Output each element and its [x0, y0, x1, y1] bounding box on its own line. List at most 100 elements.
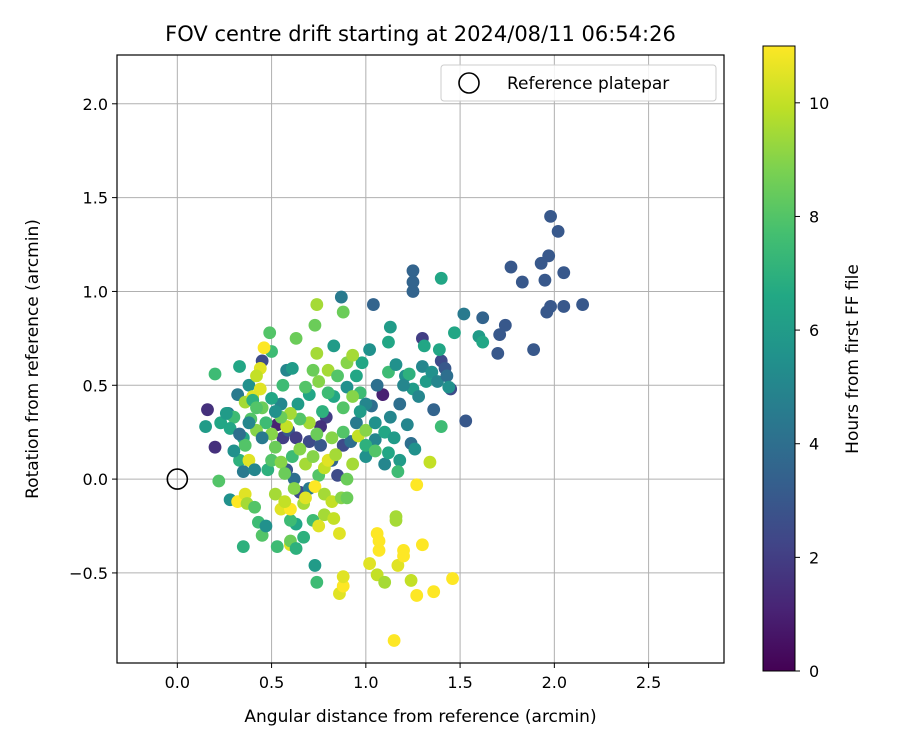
data-point: [406, 275, 420, 289]
x-tick-label: 0.0: [165, 673, 190, 692]
data-point: [431, 375, 444, 388]
data-point: [417, 339, 431, 353]
data-point: [257, 341, 271, 355]
data-point: [289, 542, 303, 555]
colorbar-ticks: 0 2 4 6 8 10: [795, 94, 829, 681]
x-tick-label: 2.0: [542, 673, 567, 692]
data-point: [370, 378, 384, 392]
data-point: [336, 579, 350, 593]
data-point: [327, 512, 341, 525]
data-point: [408, 442, 422, 456]
data-point: [248, 463, 262, 477]
data-point: [236, 540, 250, 554]
data-point: [248, 500, 262, 514]
data-point: [284, 513, 297, 527]
data-point: [312, 519, 326, 533]
data-point: [387, 634, 401, 647]
colorbar-tick-label: 8: [809, 207, 819, 226]
y-axis-ticks: −0.5 0.0 0.5 1.0 1.5 2.0: [69, 95, 117, 583]
data-point: [259, 416, 273, 430]
data-point: [308, 559, 322, 572]
data-point: [308, 318, 322, 332]
data-point: [406, 264, 420, 278]
data-point: [299, 380, 312, 394]
data-point: [376, 388, 390, 402]
data-point: [270, 540, 284, 554]
data-point: [297, 530, 311, 544]
data-point: [425, 365, 439, 379]
data-point: [359, 438, 373, 452]
data-point: [440, 369, 454, 383]
colorbar-gradient: [762, 45, 796, 672]
data-point: [242, 416, 256, 430]
data-point: [340, 380, 354, 394]
x-tick-label: 0.5: [259, 673, 284, 692]
data-point: [538, 273, 552, 287]
data-point: [442, 380, 456, 394]
data-point: [336, 305, 350, 319]
data-point: [459, 414, 473, 428]
data-point: [346, 390, 360, 403]
data-point: [412, 390, 426, 403]
data-point: [476, 311, 490, 325]
data-point: [278, 467, 292, 480]
data-point: [329, 448, 343, 462]
data-point: [278, 495, 292, 509]
data-point: [410, 589, 424, 602]
data-point: [346, 457, 360, 471]
data-point: [285, 361, 299, 375]
data-point: [432, 343, 446, 357]
data-point: [336, 425, 350, 439]
data-point: [363, 343, 377, 357]
data-point: [446, 572, 459, 585]
data-point: [268, 405, 282, 418]
data-point: [544, 209, 557, 223]
chart-title: FOV centre drift starting at 2024/08/11 …: [165, 22, 676, 46]
data-point: [366, 298, 380, 311]
data-point: [289, 331, 303, 345]
data-point: [383, 320, 397, 334]
data-point: [306, 363, 320, 377]
colorbar-tick-label: 4: [809, 435, 819, 454]
y-tick-label: 0.0: [83, 470, 108, 489]
data-point: [287, 472, 301, 486]
data-point: [223, 422, 237, 435]
data-point: [314, 438, 327, 452]
data-point: [199, 420, 212, 433]
data-point: [359, 423, 373, 437]
data-point: [310, 575, 324, 589]
data-point: [372, 534, 386, 548]
data-point: [391, 559, 405, 572]
data-point: [321, 363, 335, 377]
data-point: [289, 431, 303, 445]
data-point: [387, 431, 401, 445]
y-tick-label: 2.0: [83, 95, 108, 114]
data-point: [201, 403, 214, 417]
colorbar: 0 2 4 6 8 10 Hours from first FF file: [762, 45, 863, 681]
data-point: [227, 444, 241, 458]
data-point: [336, 401, 350, 415]
x-axis-ticks: 0.0 0.5 1.0 1.5 2.0 2.5: [165, 663, 661, 692]
data-point: [382, 446, 395, 460]
data-point: [404, 574, 418, 587]
data-point: [434, 420, 448, 433]
data-point: [268, 440, 282, 454]
data-point: [214, 416, 228, 430]
legend-label: Reference platepar: [507, 74, 669, 94]
data-point: [389, 358, 403, 372]
data-point: [353, 405, 367, 418]
data-point: [236, 465, 250, 478]
data-point: [310, 298, 324, 311]
data-point: [391, 465, 405, 478]
data-point: [274, 455, 288, 469]
data-point: [378, 457, 392, 471]
data-point: [534, 256, 548, 270]
data-point: [219, 407, 233, 420]
data-point: [368, 444, 382, 458]
data-point: [265, 392, 278, 405]
data-point: [250, 369, 263, 383]
data-point: [333, 527, 346, 540]
data-point: [551, 224, 565, 238]
data-point: [493, 328, 507, 342]
y-tick-label: 1.0: [83, 282, 108, 301]
